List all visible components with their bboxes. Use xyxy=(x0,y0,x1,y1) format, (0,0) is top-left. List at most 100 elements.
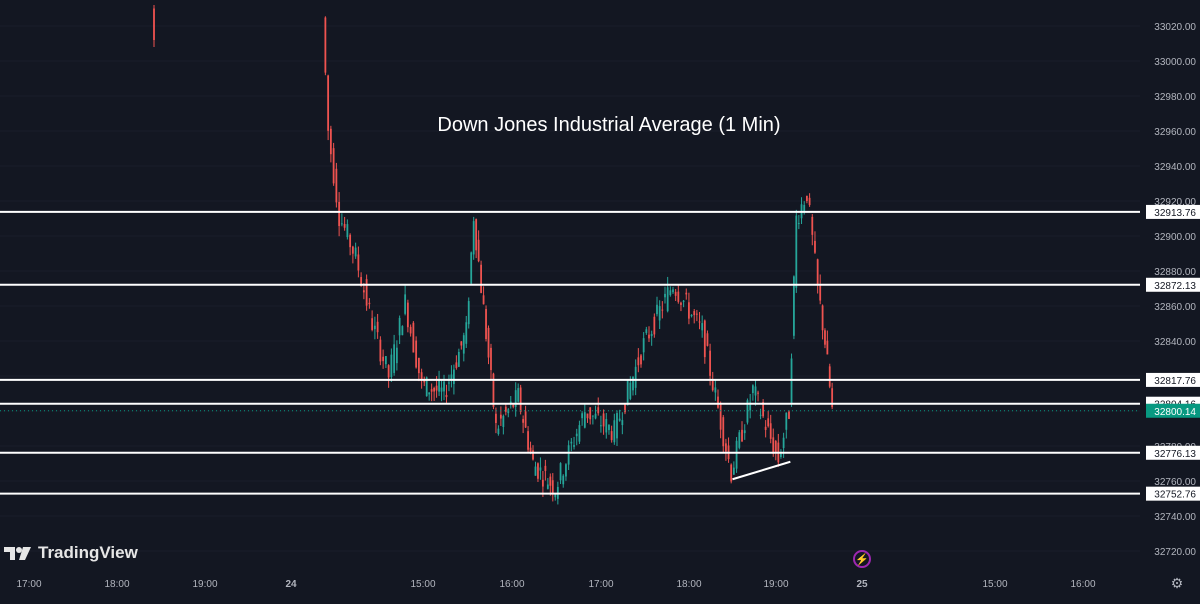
trend-line[interactable] xyxy=(732,460,791,481)
candle-body xyxy=(645,329,648,334)
candle-body xyxy=(618,418,621,421)
x-tick-label: 15:00 xyxy=(410,579,435,590)
candle-body xyxy=(828,366,831,387)
candle-body xyxy=(425,377,428,397)
candle-body xyxy=(680,302,682,305)
candle-body xyxy=(722,417,725,447)
candle-body xyxy=(717,396,719,408)
candle-body xyxy=(324,17,327,73)
candle-body xyxy=(329,128,332,155)
candle-body xyxy=(610,431,613,441)
level-label-bg xyxy=(1146,372,1200,387)
candle-body xyxy=(698,321,701,323)
x-tick-label: 25 xyxy=(856,579,868,590)
candle-body xyxy=(448,382,450,384)
candle-body xyxy=(445,394,448,398)
candle-body xyxy=(714,387,717,393)
candle-body xyxy=(764,426,767,430)
candle-body xyxy=(785,412,788,430)
x-tick-label: 18:00 xyxy=(104,579,129,590)
candle-body xyxy=(741,429,743,442)
candle-body xyxy=(629,382,632,399)
x-tick-label: 18:00 xyxy=(676,579,701,590)
candle-body xyxy=(512,404,515,407)
candle-body xyxy=(373,325,376,330)
candle-body xyxy=(443,381,445,392)
candle-body xyxy=(430,389,433,392)
candle-body xyxy=(693,311,696,316)
candle-body xyxy=(600,425,602,427)
gear-icon[interactable]: ⚙ xyxy=(1170,575,1184,591)
candle-body xyxy=(695,313,698,315)
candle-body xyxy=(790,358,793,404)
y-tick-label: 32840.00 xyxy=(1154,337,1196,348)
candle-body xyxy=(769,423,772,439)
candle-body xyxy=(824,330,826,345)
candle-body xyxy=(814,240,816,253)
candle-body xyxy=(703,320,706,358)
candle-body xyxy=(719,402,722,430)
candle-body xyxy=(551,480,554,495)
candle-body xyxy=(499,414,502,419)
candle-body xyxy=(626,380,629,406)
y-tick-label: 32900.00 xyxy=(1154,232,1196,243)
candle-body xyxy=(376,321,379,333)
candle-body xyxy=(365,279,368,306)
candle-body xyxy=(517,388,520,402)
candle-body xyxy=(658,306,661,321)
candle-body xyxy=(780,453,782,458)
level-label: 32872.13 xyxy=(1154,281,1196,292)
candle-body xyxy=(387,365,390,378)
candle-body xyxy=(746,400,749,423)
candle-body xyxy=(335,168,338,203)
candle-body xyxy=(467,301,470,325)
candle-body xyxy=(613,420,616,443)
candle-body xyxy=(685,292,688,295)
candle-body xyxy=(669,290,672,296)
candle-body xyxy=(583,412,586,428)
level-label-bg xyxy=(1146,277,1200,292)
candle-body xyxy=(757,392,759,394)
candle-body xyxy=(808,197,811,206)
tradingview-logo[interactable]: TradingView xyxy=(4,542,138,564)
candle-body xyxy=(711,380,714,391)
candle-body xyxy=(565,464,567,477)
candle-body xyxy=(573,445,575,447)
candle-body xyxy=(562,475,565,485)
candle-body xyxy=(395,347,398,364)
level-label-bg xyxy=(1146,486,1200,501)
candle-body xyxy=(465,322,468,344)
candle-body xyxy=(332,148,335,184)
candle-body xyxy=(578,425,581,442)
last-price-label: 32800.14 xyxy=(1154,407,1196,418)
candle-body xyxy=(762,402,765,417)
candle-body xyxy=(788,411,790,419)
lightning-icon[interactable]: ⚡ xyxy=(853,550,871,568)
candle-body xyxy=(803,205,806,212)
y-tick-label: 33000.00 xyxy=(1154,57,1196,68)
candle-body xyxy=(522,419,525,423)
candle-body xyxy=(539,467,542,471)
tradingview-logo-icon xyxy=(4,547,31,560)
candle-body xyxy=(586,413,589,419)
candle-body xyxy=(360,277,363,286)
candle-body xyxy=(793,276,795,336)
candle-body xyxy=(664,293,666,298)
candle-body xyxy=(795,215,798,288)
candle-body xyxy=(797,223,800,225)
price-axis[interactable] xyxy=(1140,0,1200,599)
candle-body xyxy=(438,380,440,392)
candle-body xyxy=(480,264,482,293)
x-tick-label: 17:00 xyxy=(16,579,41,590)
candle-body xyxy=(390,354,393,378)
candle-body xyxy=(661,309,664,311)
candle-body xyxy=(570,441,573,444)
y-tick-label: 32880.00 xyxy=(1154,267,1196,278)
candle-body xyxy=(368,302,371,305)
candle-body xyxy=(819,284,822,301)
candle-body xyxy=(816,259,819,285)
candle-body xyxy=(605,419,608,433)
candle-body xyxy=(549,476,552,486)
